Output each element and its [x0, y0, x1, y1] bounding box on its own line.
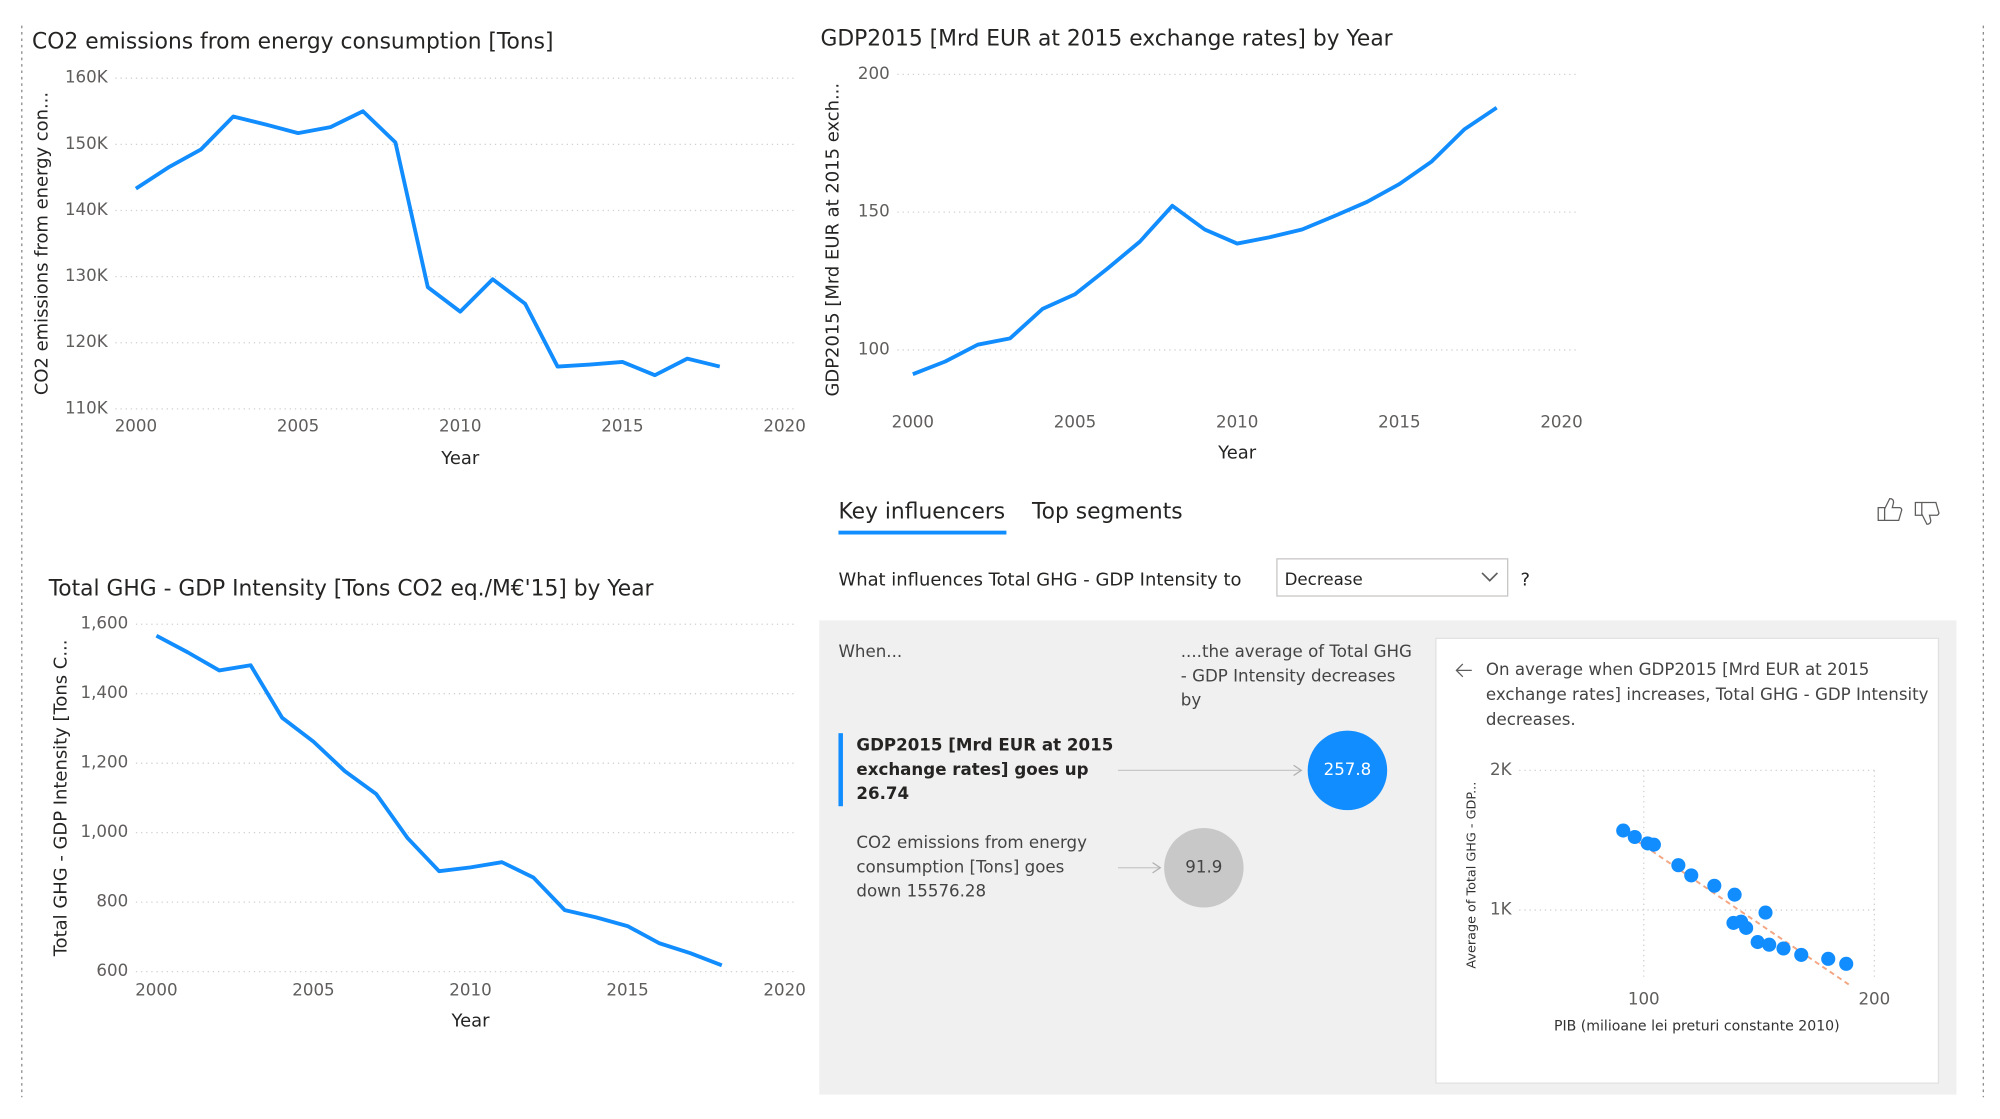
- x-tick-label: 2005: [292, 980, 334, 999]
- y-tick-label: 100: [858, 339, 890, 358]
- bubble: [1307, 730, 1388, 811]
- x-axis-title: PIB (milioane lei preturi constante 2010…: [1554, 1019, 1840, 1035]
- selected-marker: [838, 733, 843, 807]
- back-arrow[interactable]: [1455, 663, 1472, 678]
- x-tick-label: 2000: [115, 416, 157, 435]
- result-label: by: [1181, 691, 1202, 710]
- bubble-label: 91.9: [1185, 857, 1222, 876]
- question: What influences Total GHG - GDP Intensit…: [838, 570, 1241, 591]
- influencer-text: down 15576.28: [856, 882, 986, 901]
- y-tick-label: 2K: [1490, 760, 1513, 779]
- x-tick-label: 100: [1628, 989, 1660, 1008]
- point: [1707, 878, 1722, 893]
- point: [1739, 920, 1754, 936]
- x-tick-label: 2015: [606, 980, 648, 999]
- y-tick-label: 150K: [65, 134, 109, 153]
- bubble-label: 257.8: [1324, 760, 1372, 779]
- y-tick-label: 110K: [65, 398, 109, 417]
- point: [1794, 947, 1809, 962]
- y-tick-label: 600: [96, 961, 128, 980]
- y-tick-label: 1,400: [81, 683, 129, 702]
- y-tick-label: 150: [858, 202, 890, 221]
- x-tick-label: 200: [1858, 989, 1890, 1008]
- x-tick-label: 2010: [1216, 412, 1258, 431]
- tab[interactable]: Key influencers: [838, 500, 1005, 525]
- x-tick-label: 2020: [1540, 412, 1582, 431]
- y-axis-title: CO2 emissions from energy con...: [31, 92, 52, 395]
- chart-title: GDP2015 [Mrd EUR at 2015 exchange rates]…: [821, 27, 1393, 52]
- x-axis-title: Year: [451, 1011, 491, 1032]
- influencer-text: GDP2015 [Mrd EUR at 2015: [856, 736, 1113, 755]
- x-tick-label: 2020: [763, 416, 805, 435]
- point: [1671, 858, 1686, 873]
- thumbs-down[interactable]: [1914, 501, 1940, 525]
- connector-head: [1293, 764, 1303, 777]
- line: [912, 106, 1498, 376]
- connector-head: [1152, 862, 1162, 874]
- y-tick-label: 1,600: [81, 614, 129, 633]
- y-tick-label: 200: [858, 64, 890, 83]
- point: [1646, 837, 1661, 852]
- y-tick-label: 1K: [1490, 900, 1513, 919]
- detail-card: [1435, 637, 1940, 1084]
- when-label: When...: [838, 642, 902, 661]
- x-tick-label: 2005: [277, 416, 319, 435]
- bubble: [1164, 828, 1244, 908]
- x-tick-label: 2015: [601, 416, 643, 435]
- point: [1627, 829, 1642, 845]
- x-tick-label: 2000: [135, 980, 177, 999]
- y-axis-title: Total GHG - GDP Intensity [Tons C...: [51, 640, 72, 958]
- trend-line: [1621, 829, 1850, 986]
- detail-text: decreases.: [1486, 710, 1576, 729]
- x-tick-label: 2020: [763, 980, 805, 999]
- y-axis-title: Average of Total GHG - GDP...: [1464, 782, 1479, 969]
- line: [134, 109, 721, 378]
- point: [1821, 951, 1836, 966]
- y-tick-label: 160K: [65, 68, 109, 87]
- chart-title: CO2 emissions from energy consumption [T…: [32, 29, 553, 54]
- point: [1616, 823, 1631, 838]
- thumbs-up[interactable]: [1877, 497, 1903, 522]
- influencer-text: 26.74: [856, 784, 909, 803]
- y-tick-label: 140K: [65, 200, 109, 219]
- point: [1762, 937, 1777, 952]
- x-tick-label: 2015: [1378, 412, 1420, 431]
- y-tick-label: 800: [96, 892, 128, 911]
- point: [1727, 887, 1742, 902]
- line: [155, 633, 723, 968]
- y-tick-label: 120K: [65, 332, 109, 351]
- y-tick-label: 130K: [65, 266, 109, 285]
- x-tick-label: 2010: [449, 980, 491, 999]
- dropdown-value: Decrease: [1285, 570, 1363, 589]
- x-tick-label: 2000: [892, 412, 934, 431]
- help[interactable]: ?: [1521, 570, 1531, 591]
- influencer-text: consumption [Tons] goes: [856, 857, 1064, 876]
- dropdown-chevron: [1481, 572, 1499, 582]
- y-tick-label: 1,000: [81, 822, 129, 841]
- detail-text: On average when GDP2015 [Mrd EUR at 2015: [1486, 660, 1870, 679]
- tab-underline: [838, 530, 1007, 535]
- point: [1750, 935, 1765, 950]
- detail-text: exchange rates] increases, Total GHG - G…: [1486, 685, 1929, 704]
- influencer-text: CO2 emissions from energy: [856, 833, 1087, 852]
- chart-title: Total GHG - GDP Intensity [Tons CO2 eq./…: [48, 577, 654, 602]
- x-axis-title: Year: [440, 448, 480, 469]
- x-axis-title: Year: [1217, 443, 1257, 464]
- influencer-text: exchange rates] goes up: [856, 760, 1088, 779]
- x-tick-label: 2010: [439, 416, 481, 435]
- tab[interactable]: Top segments: [1031, 500, 1183, 525]
- dropdown[interactable]: [1276, 558, 1509, 597]
- result-label: ....the average of Total GHG: [1181, 642, 1412, 661]
- y-axis-title: GDP2015 [Mrd EUR at 2015 exch...: [822, 83, 843, 397]
- x-tick-label: 2005: [1054, 412, 1096, 431]
- point: [1684, 868, 1699, 883]
- point: [1758, 905, 1773, 920]
- result-label: - GDP Intensity decreases: [1181, 666, 1396, 685]
- point: [1839, 956, 1854, 971]
- y-tick-label: 1,200: [81, 753, 129, 772]
- point: [1776, 941, 1791, 956]
